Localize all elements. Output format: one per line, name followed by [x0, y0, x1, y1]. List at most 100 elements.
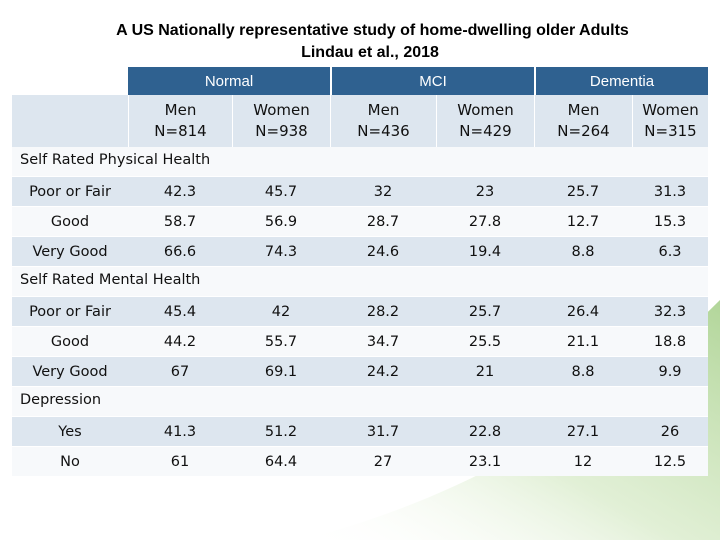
- value-cell: 44.2: [163, 333, 197, 350]
- value-cell: 9.9: [658, 363, 682, 380]
- row-label: No: [60, 453, 80, 470]
- table-row: Very Good 66.6 74.3 24.6 19.4 8.8 6.3: [12, 237, 708, 267]
- value-cell: 56.9: [264, 213, 298, 230]
- value-cell: 58.7: [163, 213, 197, 230]
- value-cell: 42.3: [163, 183, 197, 200]
- value-cell: 32.3: [653, 303, 687, 320]
- value-cell: 25.7: [566, 183, 600, 200]
- value-cell: 28.7: [366, 213, 400, 230]
- table-row: No 61 64.4 27 23.1 12 12.5: [12, 447, 708, 476]
- subheader-sex: Women: [253, 101, 310, 119]
- value-cell: 22.8: [468, 423, 502, 440]
- subheader-n: N=436: [357, 122, 410, 140]
- subheader-blank-cell: [12, 95, 128, 147]
- row-label: Yes: [58, 423, 82, 440]
- subheader-cell: Men N=264: [534, 95, 632, 147]
- value-cell: 25.5: [468, 333, 502, 350]
- subheader-sex: Women: [642, 101, 699, 119]
- value-cell: 12.5: [653, 453, 687, 470]
- subheader-sex: Men: [367, 101, 400, 119]
- value-cell: 51.2: [264, 423, 298, 440]
- subheader-sex: Women: [457, 101, 514, 119]
- subheader-n: N=938: [255, 122, 308, 140]
- page-title: A US Nationally representative study of …: [0, 20, 720, 64]
- value-cell: 27: [373, 453, 393, 470]
- section-label: Self Rated Mental Health: [20, 272, 201, 288]
- header-blank-cell: [12, 67, 128, 95]
- value-cell: 19.4: [468, 243, 502, 260]
- row-label: Poor or Fair: [29, 303, 111, 320]
- value-cell: 12.7: [566, 213, 600, 230]
- subheader-cell: Men N=814: [128, 95, 232, 147]
- value-cell: 23: [475, 183, 495, 200]
- value-cell: 21: [475, 363, 495, 380]
- value-cell: 27.8: [468, 213, 502, 230]
- value-cell: 6.3: [658, 243, 682, 260]
- value-cell: 25.7: [468, 303, 502, 320]
- value-cell: 55.7: [264, 333, 298, 350]
- row-label: Very Good: [32, 243, 108, 260]
- value-cell: 61: [170, 453, 190, 470]
- table-row: Poor or Fair 42.3 45.7 32 23 25.7 31.3: [12, 177, 708, 207]
- table-row: Very Good 67 69.1 24.2 21 8.8 9.9: [12, 357, 708, 387]
- value-cell: 45.7: [264, 183, 298, 200]
- section-label: Self Rated Physical Health: [20, 152, 211, 168]
- value-cell: 27.1: [566, 423, 600, 440]
- subheader-cell: Women N=429: [436, 95, 534, 147]
- value-cell: 28.2: [366, 303, 400, 320]
- value-cell: 31.7: [366, 423, 400, 440]
- value-cell: 42: [271, 303, 291, 320]
- value-cell: 69.1: [264, 363, 298, 380]
- group-header-row: Normal MCI Dementia: [12, 67, 708, 95]
- subheader-sex: Men: [567, 101, 600, 119]
- subheader-cell: Men N=436: [330, 95, 436, 147]
- value-cell: 31.3: [653, 183, 687, 200]
- section-label: Depression: [20, 392, 102, 408]
- value-cell: 23.1: [468, 453, 502, 470]
- value-cell: 74.3: [264, 243, 298, 260]
- value-cell: 34.7: [366, 333, 400, 350]
- subheader-row: Men N=814 Women N=938 Men N=436 Women N=429 …: [12, 95, 708, 147]
- row-label: Good: [50, 333, 90, 350]
- title-line-2: Lindau et al., 2018: [301, 44, 439, 61]
- value-cell: 12: [573, 453, 593, 470]
- value-cell: 26: [660, 423, 680, 440]
- subheader-sex: Men: [164, 101, 197, 119]
- value-cell: 45.4: [163, 303, 197, 320]
- table-row: Good 44.2 55.7 34.7 25.5 21.1 18.8: [12, 327, 708, 357]
- subheader-n: N=429: [459, 122, 512, 140]
- table-row: Poor or Fair 45.4 42 28.2 25.7 26.4 32.3: [12, 297, 708, 327]
- subheader-n: N=264: [557, 122, 610, 140]
- subheader-n: N=315: [644, 122, 697, 140]
- value-cell: 8.8: [571, 243, 595, 260]
- group-header-mci: MCI: [330, 67, 534, 95]
- value-cell: 18.8: [653, 333, 687, 350]
- section-row-mental-health: Self Rated Mental Health: [12, 267, 708, 297]
- value-cell: 15.3: [653, 213, 687, 230]
- row-label: Very Good: [32, 363, 108, 380]
- swoosh-shape: [300, 300, 720, 540]
- value-cell: 64.4: [264, 453, 298, 470]
- value-cell: 21.1: [566, 333, 600, 350]
- value-cell: 26.4: [566, 303, 600, 320]
- subheader-n: N=814: [154, 122, 207, 140]
- table-row: Good 58.7 56.9 28.7 27.8 12.7 15.3: [12, 207, 708, 237]
- value-cell: 24.6: [366, 243, 400, 260]
- table-row: Yes 41.3 51.2 31.7 22.8 27.1 26: [12, 417, 708, 447]
- group-header-dementia: Dementia: [534, 67, 708, 95]
- value-cell: 67: [170, 363, 190, 380]
- value-cell: 8.8: [571, 363, 595, 380]
- group-header-normal: Normal: [128, 67, 330, 95]
- value-cell: 32: [373, 183, 393, 200]
- section-row-physical-health: Self Rated Physical Health: [12, 147, 708, 177]
- section-row-depression: Depression: [12, 387, 708, 417]
- subheader-cell: Women N=938: [232, 95, 330, 147]
- subheader-cell: Women N=315: [632, 95, 708, 147]
- value-cell: 66.6: [163, 243, 197, 260]
- value-cell: 24.2: [366, 363, 400, 380]
- title-line-1: A US Nationally representative study of …: [116, 22, 629, 39]
- value-cell: 41.3: [163, 423, 197, 440]
- data-table: Normal MCI Dementia Men N=814 Women N=938 …: [12, 67, 708, 476]
- row-label: Good: [50, 213, 90, 230]
